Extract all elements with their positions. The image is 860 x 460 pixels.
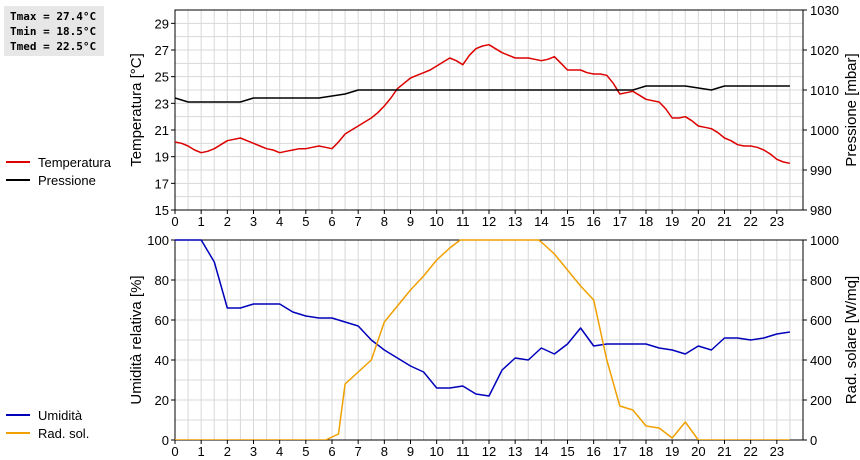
x-tick-label: 21 xyxy=(717,444,731,459)
x-tick-label: 7 xyxy=(355,214,362,229)
x-tick-label: 18 xyxy=(639,444,653,459)
y2-tick-label: 600 xyxy=(810,313,832,328)
grid-lines xyxy=(174,239,804,441)
y-tick-label: 21 xyxy=(155,123,169,138)
legend-label: Pressione xyxy=(38,173,96,188)
tmed-text: Tmed = 22.5°C xyxy=(10,40,97,53)
x-tick-label: 13 xyxy=(508,214,522,229)
y-tick-label: 20 xyxy=(155,393,169,408)
legend-label: Umidità xyxy=(38,408,83,423)
x-tick-label: 0 xyxy=(171,214,178,229)
y-tick-label: 25 xyxy=(155,70,169,85)
y-tick-label: 29 xyxy=(155,16,169,31)
x-tick-label: 4 xyxy=(276,444,283,459)
x-tick-label: 6 xyxy=(328,444,335,459)
x-tick-label: 20 xyxy=(691,214,705,229)
y-tick-label: 17 xyxy=(155,176,169,191)
x-tick-label: 19 xyxy=(665,214,679,229)
y-tick-label: 40 xyxy=(155,353,169,368)
x-tick-label: 11 xyxy=(456,214,470,229)
x-tick-label: 13 xyxy=(508,444,522,459)
y2-axis-label: Rad. solare [W/mq] xyxy=(843,276,860,404)
y2-tick-label: 800 xyxy=(810,273,832,288)
x-tick-label: 22 xyxy=(743,444,757,459)
y-tick-label: 23 xyxy=(155,96,169,111)
tmin-text: Tmin = 18.5°C xyxy=(10,25,97,38)
y2-tick-label: 1020 xyxy=(810,43,839,58)
x-tick-label: 3 xyxy=(250,444,257,459)
x-tick-label: 5 xyxy=(302,444,309,459)
y2-tick-label: 1010 xyxy=(810,83,839,98)
stats-box: Tmax = 27.4°C Tmin = 18.5°C Tmed = 22.5°… xyxy=(4,6,104,56)
x-tick-label: 4 xyxy=(276,214,283,229)
y2-tick-label: 1000 xyxy=(810,123,839,138)
y-tick-label: 80 xyxy=(155,273,169,288)
series-line-rad-sol- xyxy=(175,239,790,440)
x-tick-label: 10 xyxy=(429,214,443,229)
y2-axis-label: Pressione [mbar] xyxy=(843,53,860,166)
series-line-pressione xyxy=(175,85,790,103)
x-tick-label: 16 xyxy=(586,444,600,459)
x-tick-label: 8 xyxy=(381,444,388,459)
x-tick-label: 23 xyxy=(770,444,784,459)
x-tick-label: 15 xyxy=(560,214,574,229)
y2-tick-label: 200 xyxy=(810,393,832,408)
x-tick-label: 7 xyxy=(355,444,362,459)
legend-label: Temperatura xyxy=(38,155,112,170)
x-tick-label: 2 xyxy=(224,444,231,459)
y-tick-label: 27 xyxy=(155,43,169,58)
x-tick-label: 18 xyxy=(639,214,653,229)
series-line-umidit- xyxy=(175,239,791,397)
x-tick-label: 15 xyxy=(560,444,574,459)
x-tick-label: 19 xyxy=(665,444,679,459)
y2-tick-label: 400 xyxy=(810,353,832,368)
y-tick-label: 19 xyxy=(155,150,169,165)
y-tick-label: 15 xyxy=(155,203,169,218)
y2-tick-label: 1030 xyxy=(810,3,839,18)
y-tick-label: 100 xyxy=(147,233,169,248)
y-tick-label: 60 xyxy=(155,313,169,328)
x-tick-label: 11 xyxy=(456,444,470,459)
x-tick-label: 14 xyxy=(534,214,548,229)
y2-tick-label: 1000 xyxy=(810,233,839,248)
panel-0: 0 1 2 3 4 5 6 7 8 9 10 11 12 13 14 15 16 17 18 19 20 21 22 2315… xyxy=(6,3,860,229)
x-tick-label: 2 xyxy=(224,214,231,229)
x-tick-label: 20 xyxy=(691,444,705,459)
x-tick-label: 9 xyxy=(407,214,414,229)
x-tick-label: 23 xyxy=(770,214,784,229)
x-tick-label: 6 xyxy=(328,214,335,229)
legend-label: Rad. sol. xyxy=(38,426,89,441)
x-tick-label: 21 xyxy=(717,214,731,229)
grid-lines xyxy=(174,9,804,211)
x-tick-label: 10 xyxy=(429,444,443,459)
x-tick-label: 12 xyxy=(482,444,496,459)
x-tick-label: 8 xyxy=(381,214,388,229)
x-tick-label: 22 xyxy=(743,214,757,229)
y2-tick-label: 980 xyxy=(810,203,832,218)
y2-tick-label: 990 xyxy=(810,163,832,178)
x-tick-label: 3 xyxy=(250,214,257,229)
x-tick-label: 12 xyxy=(482,214,496,229)
x-tick-label: 0 xyxy=(171,444,178,459)
x-tick-label: 5 xyxy=(302,214,309,229)
y-axis-label: Temperatura [°C] xyxy=(128,53,145,167)
y-axis-label: Umidità relativa [%] xyxy=(128,275,145,404)
y-tick-label: 0 xyxy=(162,433,169,448)
panel-1: 0 1 2 3 4 5 6 7 8 9 10 11 12 13 14 15 16 17 18 19 20 21 22 2302… xyxy=(6,233,860,459)
series-line-temperatura xyxy=(175,43,791,165)
x-tick-label: 9 xyxy=(407,444,414,459)
x-tick-label: 14 xyxy=(534,444,548,459)
tmax-text: Tmax = 27.4°C xyxy=(10,10,97,23)
x-tick-label: 17 xyxy=(613,444,627,459)
y2-tick-label: 0 xyxy=(810,433,817,448)
x-tick-label: 17 xyxy=(613,214,627,229)
x-tick-label: 1 xyxy=(198,444,205,459)
x-tick-label: 16 xyxy=(586,214,600,229)
x-tick-label: 1 xyxy=(198,214,205,229)
